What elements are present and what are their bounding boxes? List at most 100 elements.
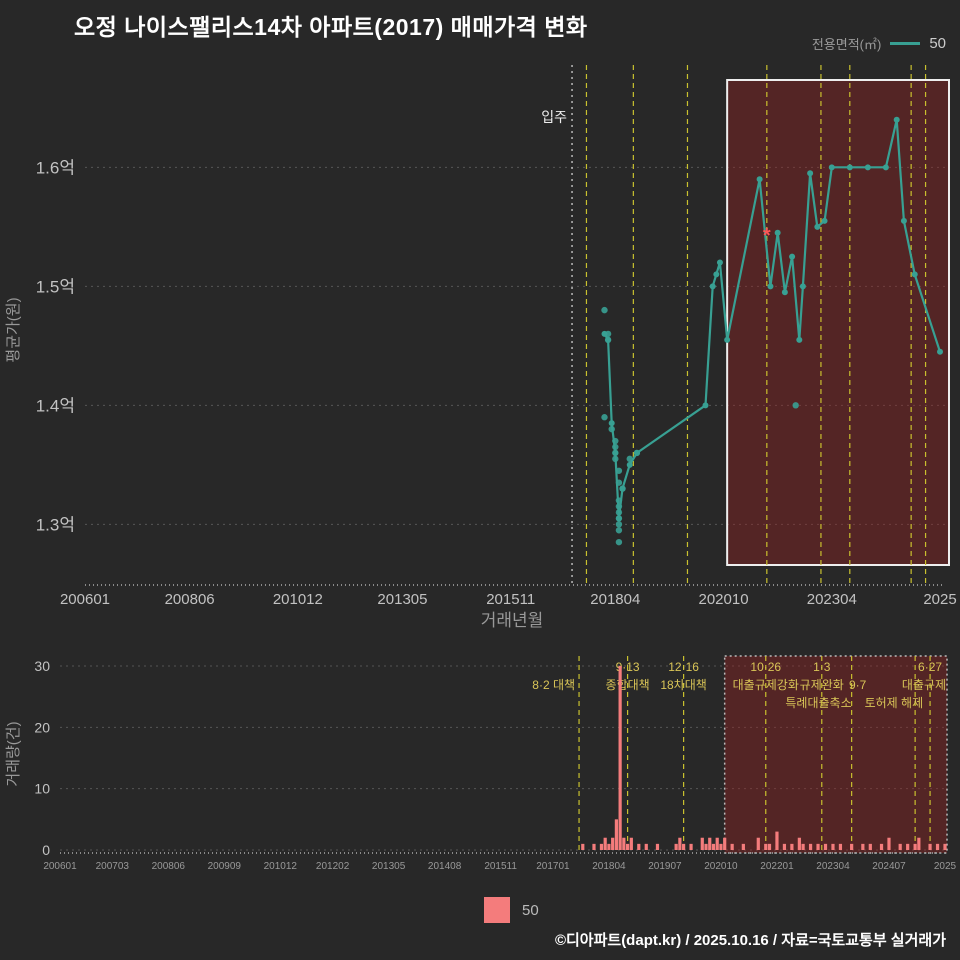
volume-bar bbox=[618, 665, 622, 850]
policy-label: 토허제 해제 bbox=[865, 696, 924, 710]
sale-point bbox=[626, 455, 633, 463]
volume-bar bbox=[913, 843, 917, 850]
sale-point bbox=[612, 443, 619, 451]
volume-x-tick-label: 202407 bbox=[872, 861, 906, 872]
price-point bbox=[911, 271, 918, 278]
volume-bar bbox=[775, 831, 779, 850]
price-x-tick-label: 2025 bbox=[923, 591, 956, 608]
volume-bar bbox=[711, 843, 716, 850]
price-point bbox=[781, 289, 788, 296]
volume-bar bbox=[607, 843, 611, 850]
volume-bar bbox=[790, 843, 794, 850]
volume-bar bbox=[887, 837, 891, 850]
volume-x-tick-label: 200909 bbox=[208, 861, 242, 872]
volume-bar bbox=[629, 837, 633, 850]
volume-highlight-region bbox=[723, 655, 948, 854]
volume-bar bbox=[764, 843, 768, 850]
policy-label: 12·16 bbox=[668, 660, 699, 674]
volume-x-tick-label: 200703 bbox=[96, 861, 130, 872]
page-title: 오정 나이스팰리스14차 아파트(2017) 매매가격 변화 bbox=[74, 14, 588, 40]
policy-label: 대출규제강화 bbox=[733, 678, 799, 692]
volume-bar bbox=[935, 843, 940, 850]
volume-y-tick-label: 30 bbox=[34, 658, 50, 674]
volume-bar bbox=[917, 837, 921, 850]
legend-area-series: 전용면적(㎡) 50 bbox=[812, 34, 946, 53]
policy-label: 6·27 bbox=[918, 660, 942, 674]
price-y-axis-title: 평균가(원) bbox=[5, 297, 22, 362]
price-point bbox=[716, 259, 723, 266]
policy-label: 규제완화 bbox=[800, 678, 844, 692]
sale-point bbox=[615, 479, 623, 486]
price-point bbox=[702, 402, 709, 409]
price-x-tick-label: 201804 bbox=[590, 591, 640, 608]
legend-area-label: 전용면적(㎡) bbox=[811, 37, 882, 52]
price-x-tick-label: 201012 bbox=[273, 591, 323, 608]
volume-x-tick-label: 201907 bbox=[648, 861, 682, 872]
sale-point bbox=[601, 306, 608, 314]
price-point bbox=[864, 164, 871, 171]
price-point bbox=[774, 229, 781, 236]
move-in-label: 입주 bbox=[541, 109, 567, 125]
price-point bbox=[799, 283, 806, 290]
source-credit: ©디아파트(dapt.kr) / 2025.10.16 / 자료=국토교통부 실… bbox=[554, 932, 946, 949]
volume-bar bbox=[816, 843, 820, 850]
volume-bar bbox=[655, 843, 660, 850]
policy-label: 9·7 bbox=[849, 678, 867, 692]
legend-series-value: 50 bbox=[929, 35, 946, 52]
legend-bar: 50 bbox=[484, 897, 539, 923]
sale-point bbox=[612, 437, 619, 445]
volume-bar bbox=[850, 843, 854, 850]
sale-point bbox=[792, 402, 799, 409]
legend-bar-value: 50 bbox=[522, 901, 539, 919]
volume-bar bbox=[682, 843, 686, 850]
price-point bbox=[789, 253, 796, 260]
volume-bar bbox=[678, 837, 682, 850]
price-point bbox=[846, 164, 853, 171]
price-highlight-region bbox=[726, 79, 951, 566]
price-x-tick-label: 200601 bbox=[60, 591, 110, 608]
legend-bar-swatch bbox=[484, 897, 510, 923]
price-point bbox=[814, 223, 821, 230]
policy-label: 1·3 bbox=[813, 660, 831, 674]
volume-x-tick-label: 201804 bbox=[592, 861, 626, 872]
volume-bar bbox=[928, 843, 932, 850]
volume-bar bbox=[756, 837, 760, 850]
price-point bbox=[724, 336, 731, 343]
sale-point bbox=[615, 509, 623, 516]
policy-label: 10·26 bbox=[750, 660, 781, 674]
volume-bar bbox=[723, 837, 727, 850]
volume-bar bbox=[700, 837, 704, 850]
star-marker: * bbox=[763, 225, 771, 247]
price-point bbox=[608, 420, 615, 427]
volume-x-tick-label: 2025 bbox=[934, 861, 957, 872]
price-point bbox=[821, 217, 828, 224]
volume-y-tick-label: 10 bbox=[34, 781, 50, 797]
volume-bar bbox=[625, 843, 630, 850]
price-point bbox=[807, 170, 814, 177]
volume-bar bbox=[741, 843, 745, 850]
volume-x-tick-label: 202304 bbox=[816, 861, 850, 872]
price-x-tick-label: 201305 bbox=[377, 591, 427, 608]
price-point bbox=[756, 176, 763, 183]
volume-bar bbox=[611, 837, 615, 850]
sale-point bbox=[615, 497, 623, 504]
volume-bar bbox=[838, 843, 843, 850]
volume-bar bbox=[823, 843, 828, 850]
price-point bbox=[767, 283, 774, 290]
sale-point bbox=[633, 449, 641, 457]
volume-x-tick-label: 202201 bbox=[760, 861, 794, 872]
price-chart: 1.3억 1.4억 1.5억 1.6억 200601 200806 201012 201305… bbox=[5, 65, 957, 630]
volume-bar bbox=[898, 843, 902, 850]
price-x-tick-label: 202304 bbox=[807, 591, 857, 608]
volume-bar bbox=[644, 843, 648, 850]
sale-point bbox=[615, 538, 623, 546]
price-y-tick-label: 1.4억 bbox=[36, 396, 75, 415]
policy-label: 대출규제 bbox=[902, 678, 946, 692]
sale-point bbox=[608, 425, 615, 433]
volume-x-tick-label: 200601 bbox=[43, 861, 77, 872]
price-x-tick-label: 201511 bbox=[486, 591, 535, 608]
volume-bar bbox=[599, 843, 604, 850]
sale-point bbox=[612, 449, 619, 457]
